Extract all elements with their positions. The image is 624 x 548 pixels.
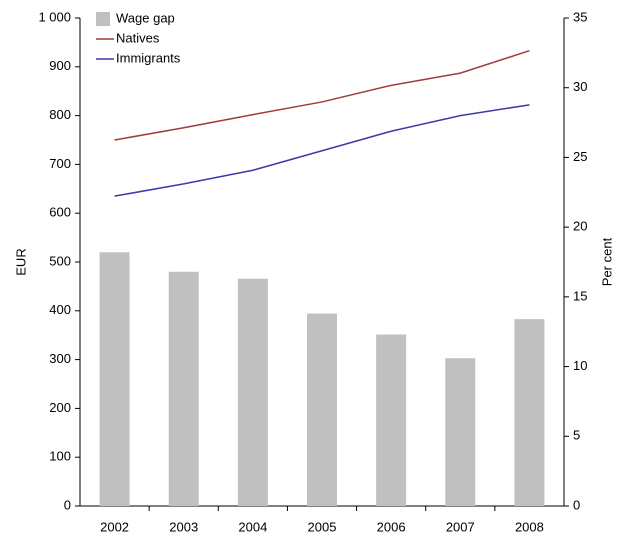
y-tick-label: 400 xyxy=(49,302,71,317)
bar xyxy=(376,334,407,506)
y2-axis-label: Per cent xyxy=(599,237,614,286)
legend-label: Natives xyxy=(116,30,160,45)
y2-tick-label: 5 xyxy=(573,428,580,443)
bar xyxy=(514,319,545,506)
y-tick-label: 0 xyxy=(64,497,71,512)
x-tick-label: 2002 xyxy=(100,519,129,534)
x-tick-label: 2004 xyxy=(238,519,267,534)
bar xyxy=(237,278,268,506)
y-axis-label: EUR xyxy=(13,248,28,275)
line xyxy=(114,49,530,141)
legend-label: Immigrants xyxy=(116,50,181,65)
y2-tick-label: 35 xyxy=(573,9,587,24)
bar xyxy=(307,313,337,506)
y2-tick-label: 0 xyxy=(573,497,580,512)
x-tick-label: 2005 xyxy=(308,519,337,534)
y-tick-label: 900 xyxy=(49,58,71,73)
y-tick-label: 500 xyxy=(49,253,71,268)
y2-tick-label: 25 xyxy=(573,149,587,164)
x-tick-label: 2003 xyxy=(169,519,198,534)
y-tick-label: 700 xyxy=(49,156,71,171)
y-tick-label: 300 xyxy=(49,351,71,366)
y2-tick-label: 15 xyxy=(573,288,587,303)
bar xyxy=(445,358,476,506)
y-tick-label: 800 xyxy=(49,107,71,122)
x-tick-label: 2008 xyxy=(515,519,544,534)
x-tick-label: 2006 xyxy=(377,519,406,534)
line xyxy=(114,104,530,197)
y-tick-label: 1 000 xyxy=(38,9,71,24)
legend-label: Wage gap xyxy=(116,10,175,25)
y2-tick-label: 10 xyxy=(573,358,587,373)
bar xyxy=(99,252,130,506)
y2-tick-label: 20 xyxy=(573,219,587,234)
bar xyxy=(168,271,199,506)
y2-tick-label: 30 xyxy=(573,79,587,94)
legend-swatch xyxy=(96,12,110,26)
y-tick-label: 600 xyxy=(49,205,71,220)
x-tick-label: 2007 xyxy=(446,519,475,534)
y-tick-label: 200 xyxy=(49,400,71,415)
y-tick-label: 100 xyxy=(49,449,71,464)
